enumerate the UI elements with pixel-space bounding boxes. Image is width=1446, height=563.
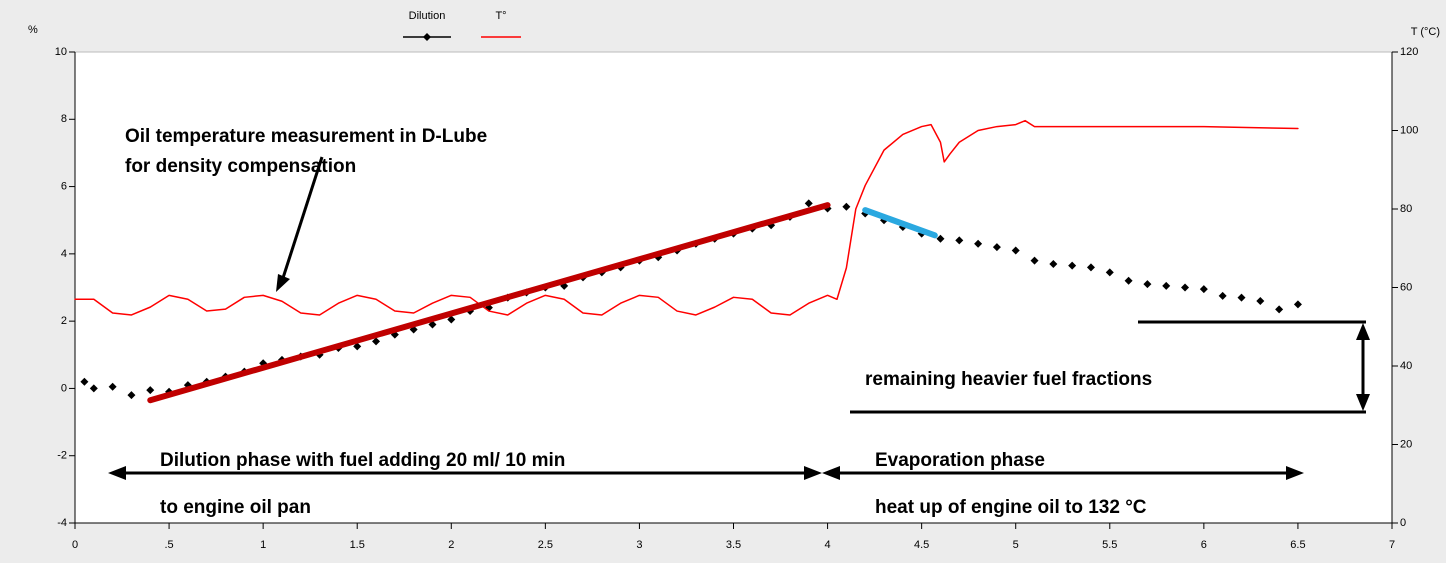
- data-point: [1275, 305, 1284, 314]
- y-tick-label: -4: [57, 517, 67, 529]
- y-tick-label: 0: [61, 382, 67, 394]
- data-point: [146, 386, 155, 395]
- annotation: to engine oil pan: [160, 497, 311, 518]
- annotation: Evaporation phase: [875, 450, 1045, 471]
- line: [74, 119, 1299, 316]
- data-point: [372, 337, 381, 346]
- y2-tick-label: 60: [1400, 281, 1412, 293]
- x-tick-label: 2: [448, 539, 454, 551]
- fit-line: [147, 202, 831, 404]
- y-tick-label: 10: [55, 46, 67, 58]
- data-point: [974, 239, 983, 248]
- x-tick-label: 5: [1013, 539, 1019, 551]
- plot-area: [74, 51, 1393, 524]
- arrowhead: [804, 466, 822, 480]
- y2-axis-label: T (°C): [1411, 26, 1440, 38]
- y2-tick-label: 80: [1400, 203, 1412, 215]
- data-point: [353, 342, 362, 351]
- y-tick-label: 4: [61, 248, 67, 260]
- data-point: [1218, 291, 1227, 300]
- data-point: [1181, 283, 1190, 292]
- data-point: [1237, 293, 1246, 302]
- data-point: [1293, 300, 1302, 309]
- annotation: Oil temperature measurement in D-Lube: [125, 126, 487, 147]
- y2-tick-label: 0: [1400, 517, 1406, 529]
- data-point: [1011, 246, 1020, 255]
- data-point: [955, 236, 964, 245]
- data-point: [1068, 261, 1077, 270]
- data-point: [1030, 256, 1039, 265]
- annotation: Dilution phase with fuel adding 20 ml/ 1…: [160, 450, 565, 471]
- arrow: [281, 156, 324, 279]
- x-tick-label: 4.5: [914, 539, 929, 551]
- legend-marker: [423, 33, 431, 41]
- x-tick-label: 7: [1389, 539, 1395, 551]
- arrowhead: [276, 274, 290, 292]
- arrowhead: [108, 466, 126, 480]
- x-tick-label: 3: [636, 539, 642, 551]
- x-tick-label: 1: [260, 539, 266, 551]
- data-point: [1124, 276, 1133, 285]
- x-tick-label: 6.5: [1290, 539, 1305, 551]
- x-tick-label: 4: [825, 539, 831, 551]
- y2-tick-label: 40: [1400, 360, 1412, 372]
- data-point: [1086, 263, 1095, 272]
- arrowhead: [1356, 323, 1370, 340]
- arrowhead: [1356, 394, 1370, 411]
- arrowhead: [822, 466, 840, 480]
- data-point: [1256, 296, 1265, 305]
- data-point: [1162, 281, 1171, 290]
- data-point: [80, 377, 89, 386]
- y2-tick-label: 100: [1400, 124, 1418, 136]
- annotation: for density compensation: [125, 156, 356, 177]
- y-tick-label: 2: [61, 315, 67, 327]
- x-tick-label: 0: [72, 539, 78, 551]
- y2-tick-label: 120: [1400, 46, 1418, 58]
- x-tick-label: 2.5: [538, 539, 553, 551]
- x-tick-label: 1.5: [350, 539, 365, 551]
- x-tick-label: .5: [164, 539, 173, 551]
- data-point: [1049, 259, 1058, 268]
- y-axis-label: %: [28, 24, 38, 36]
- y-tick-label: 8: [61, 113, 67, 125]
- data-point: [992, 243, 1001, 252]
- y2-tick-label: 20: [1400, 438, 1412, 450]
- data-point: [1105, 268, 1114, 277]
- data-point: [108, 382, 117, 391]
- legend-label: Dilution: [409, 10, 446, 22]
- data-point: [936, 234, 945, 243]
- data-point: [1199, 285, 1208, 294]
- x-tick-label: 3.5: [726, 539, 741, 551]
- data-point: [447, 315, 456, 324]
- y-tick-label: 6: [61, 180, 67, 192]
- arrowhead: [1286, 466, 1304, 480]
- fit-line: [862, 207, 938, 239]
- arrows: [108, 156, 1370, 480]
- annotation: heat up of engine oil to 132 °C: [875, 497, 1147, 518]
- data-point: [89, 384, 98, 393]
- data-point: [804, 199, 813, 208]
- y-tick-label: -2: [57, 450, 67, 462]
- data-point: [1143, 280, 1152, 289]
- annotations: Oil temperature measurement in D-Lube fo…: [125, 126, 1152, 518]
- data-point: [127, 391, 136, 400]
- legend-label: T°: [495, 10, 506, 22]
- annotation: remaining heavier fuel fractions: [865, 369, 1152, 390]
- x-tick-label: 6: [1201, 539, 1207, 551]
- x-tick-label: 5.5: [1102, 539, 1117, 551]
- data-point: [842, 202, 851, 211]
